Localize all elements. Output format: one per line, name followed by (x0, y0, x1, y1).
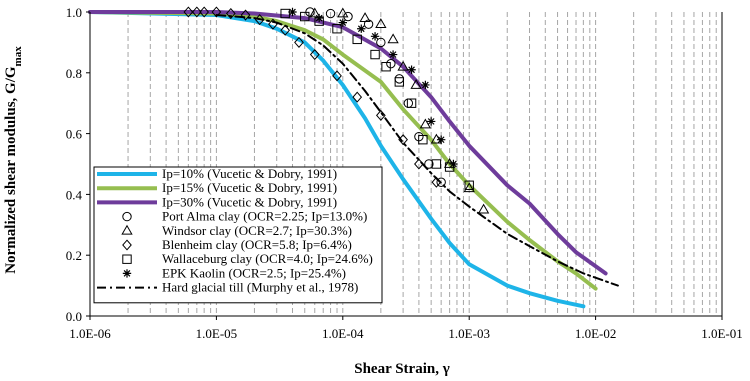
data-point (381, 62, 391, 72)
y-axis-title-main: Normalized shear modulus, G/G (3, 66, 19, 274)
data-point (375, 109, 386, 121)
series-line-8 (215, 14, 619, 287)
data-point (421, 80, 430, 90)
data-point (332, 70, 342, 82)
series-line-0 (88, 10, 586, 309)
x-tick-label: 1.0E-01 (701, 326, 743, 341)
data-point (352, 91, 363, 103)
data-point (225, 7, 236, 20)
x-tick-label: 1.0E-05 (196, 326, 238, 341)
data-point (414, 158, 424, 170)
legend-label-8: Hard glacial till (Murphy et al., 1978) (162, 280, 358, 295)
data-point (325, 8, 336, 19)
data-point (300, 11, 310, 22)
legend-swatch-3 (122, 211, 132, 222)
data-point (199, 6, 210, 18)
data-point (183, 6, 194, 18)
data-point (338, 18, 347, 27)
data-point (337, 7, 349, 18)
data-point (254, 14, 265, 26)
legend-label-6: Wallaceburg clay (OCR=4.0; Ip=24.6%) (162, 251, 373, 266)
data-point (375, 18, 387, 29)
legend-label-0: Ip=10% (Vucetic & Dobry, 1991) (162, 166, 337, 181)
x-tick-label: 1.0E-03 (448, 326, 490, 341)
data-point (309, 49, 320, 61)
y-axis-title: Normalized shear modulus, G/Gmax (3, 46, 24, 274)
legend-label-5: Blenheim clay (OCR=5.8; Ip=6.4%) (162, 237, 352, 252)
y-tick-label: 1.0 (66, 5, 82, 20)
data-point (424, 159, 434, 169)
data-point (449, 159, 458, 169)
y-tick-label: 0.0 (66, 309, 82, 324)
data-point (357, 24, 366, 33)
data-point (294, 36, 304, 48)
series-line-1 (88, 10, 598, 291)
x-tick-label: 1.0E-02 (575, 326, 617, 341)
data-point (191, 6, 202, 18)
data-point (410, 78, 422, 89)
data-point (463, 182, 475, 193)
x-axis-title: Shear Strain, γ (354, 361, 450, 377)
data-point (394, 77, 405, 87)
data-point (288, 7, 297, 17)
data-point (240, 9, 251, 21)
legend-swatch-7 (122, 269, 132, 278)
y-tick-label: 0.4 (66, 187, 83, 202)
legend-swatch-5 (122, 239, 132, 251)
data-point (418, 134, 428, 145)
y-tick-label: 0.8 (66, 66, 82, 81)
data-point (477, 203, 490, 214)
legend-label-3: Port Alma clay (OCR=2.25; Ip=13.0%) (162, 209, 367, 224)
series-line-2 (88, 10, 608, 276)
data-point (431, 159, 442, 169)
y-axis-title-sub: max (12, 46, 24, 67)
x-tick-label: 1.0E-06 (69, 326, 111, 341)
data-point (436, 135, 446, 144)
data-point (436, 177, 446, 187)
y-tick-label: 0.2 (66, 248, 82, 263)
data-point (280, 24, 291, 36)
data-point (386, 58, 396, 69)
grid (127, 12, 717, 316)
data-point (426, 117, 436, 126)
data-point (370, 32, 380, 41)
data-point (431, 176, 442, 188)
legend: Ip=10% (Vucetic & Dobry, 1991)Ip=15% (Vu… (93, 166, 383, 304)
data-point (352, 34, 362, 45)
legend-swatch-4 (121, 224, 133, 235)
data-point (398, 134, 408, 146)
data-point (397, 60, 409, 71)
y-tick-label: 0.6 (66, 127, 83, 142)
data-point (332, 24, 342, 34)
data-point (268, 18, 278, 30)
data-point (464, 180, 474, 190)
data-point (376, 37, 386, 48)
data-point (407, 65, 416, 74)
legend-label-4: Windsor clay (OCR=2.7; Ip=30.3%) (162, 223, 352, 238)
data-point (359, 12, 371, 22)
axes: 1.0E-06 1.0E-05 1.0E-04 1.0E-03 1.0E-02 1.0E-… (66, 5, 743, 341)
legend-label-2: Ip=30% (Vucetic & Dobry, 1991) (162, 194, 337, 209)
data-point (280, 8, 290, 19)
plot-area (88, 6, 619, 309)
data-point (430, 133, 443, 144)
legend-label-1: Ip=15% (Vucetic & Dobry, 1991) (162, 180, 337, 195)
legend-swatch-6 (122, 254, 132, 264)
data-point (370, 49, 380, 60)
data-point (419, 118, 432, 129)
data-point (211, 6, 222, 18)
data-point (403, 98, 414, 108)
data-point (406, 98, 417, 108)
data-point (388, 50, 398, 59)
data-point (394, 74, 405, 84)
legend-label-7: EPK Kaolin (OCR=2.5; Ip=25.4%) (162, 265, 346, 280)
x-tick-label: 1.0E-04 (322, 326, 364, 341)
data-point (314, 13, 324, 23)
data-point (387, 33, 399, 44)
